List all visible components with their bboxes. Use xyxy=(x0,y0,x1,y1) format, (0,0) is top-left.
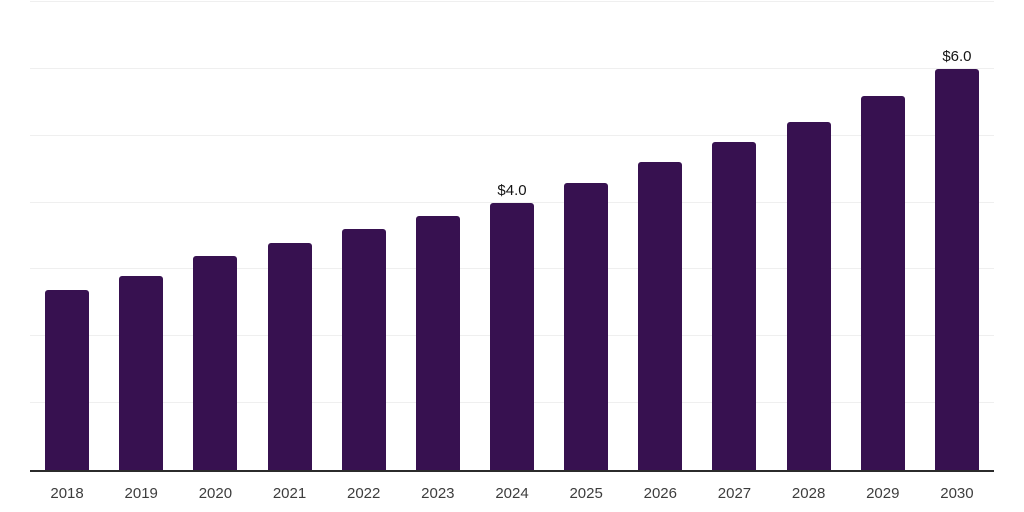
bar-2026 xyxy=(638,162,683,470)
plot-area: $4.0 $6.0 xyxy=(30,1,994,470)
bar-2027 xyxy=(712,142,757,470)
x-tick-2030: 2030 xyxy=(940,485,974,502)
gridline-7 xyxy=(30,1,994,2)
bar-2029 xyxy=(860,95,905,470)
x-tick-2021: 2021 xyxy=(272,485,307,502)
x-tick-2027: 2027 xyxy=(717,485,752,502)
value-label-2024: $4.0 xyxy=(497,181,527,199)
x-tick-2022: 2022 xyxy=(347,485,381,502)
x-axis-line xyxy=(30,470,994,472)
bar-2025 xyxy=(564,182,609,470)
x-tick-2028: 2028 xyxy=(791,485,826,502)
gridline-4 xyxy=(30,201,994,203)
x-tick-2019: 2019 xyxy=(124,485,158,502)
bar-2020 xyxy=(193,256,238,470)
bar-2024 xyxy=(490,202,534,470)
bar-2030 xyxy=(934,68,979,470)
bar-2019 xyxy=(119,276,164,470)
gridline-6 xyxy=(30,67,994,69)
x-tick-2023: 2023 xyxy=(421,485,455,502)
x-tick-2026: 2026 xyxy=(643,485,677,502)
bar-2021 xyxy=(267,242,312,470)
bar-2018 xyxy=(45,289,90,470)
gridline-5 xyxy=(30,134,994,136)
x-tick-2029: 2029 xyxy=(866,485,900,502)
x-tick-2020: 2020 xyxy=(198,485,233,502)
bar-2023 xyxy=(415,215,460,470)
bar-2022 xyxy=(341,229,386,470)
bar-2028 xyxy=(786,122,831,470)
value-label-2030: $6.0 xyxy=(942,47,972,65)
x-tick-2024: 2024 xyxy=(495,485,529,502)
x-tick-2018: 2018 xyxy=(50,485,84,502)
x-tick-2025: 2025 xyxy=(569,485,603,502)
